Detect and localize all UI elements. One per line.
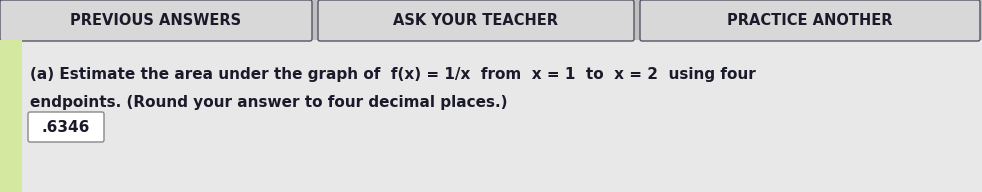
Text: endpoints. (Round your answer to four decimal places.): endpoints. (Round your answer to four de… <box>30 94 508 109</box>
FancyBboxPatch shape <box>0 0 982 40</box>
FancyBboxPatch shape <box>0 40 22 192</box>
Text: (a) Estimate the area under the graph of  f(x) = 1/x  from  x = 1  to  x = 2  us: (a) Estimate the area under the graph of… <box>30 66 756 81</box>
Text: .6346: .6346 <box>42 119 90 135</box>
Text: PREVIOUS ANSWERS: PREVIOUS ANSWERS <box>71 13 242 28</box>
Text: ASK YOUR TEACHER: ASK YOUR TEACHER <box>394 13 559 28</box>
FancyBboxPatch shape <box>0 0 312 41</box>
FancyBboxPatch shape <box>0 40 982 192</box>
FancyBboxPatch shape <box>28 112 104 142</box>
FancyBboxPatch shape <box>640 0 980 41</box>
Text: PRACTICE ANOTHER: PRACTICE ANOTHER <box>728 13 893 28</box>
FancyBboxPatch shape <box>318 0 634 41</box>
